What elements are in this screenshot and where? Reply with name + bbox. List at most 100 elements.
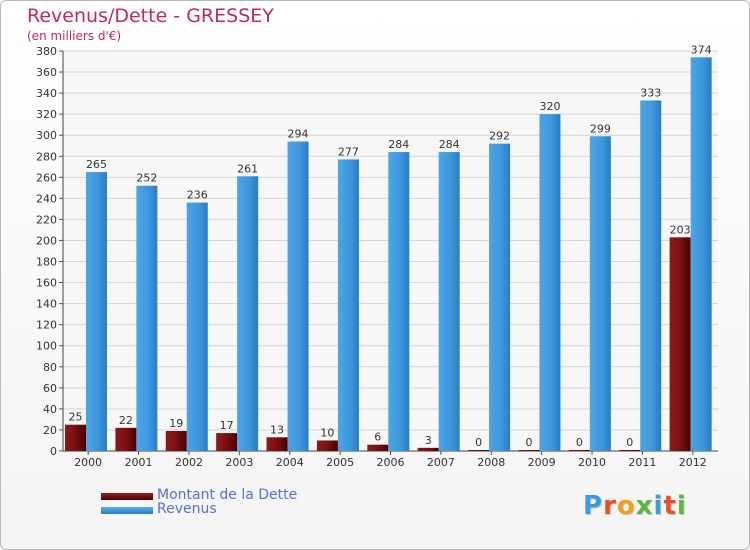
x-tick-label: 2001 (125, 456, 153, 469)
y-tick-label: 340 (36, 87, 57, 100)
bar-revenue (690, 57, 712, 451)
y-tick-label: 100 (36, 340, 57, 353)
x-tick-label: 2011 (628, 456, 656, 469)
data-label-revenue: 374 (691, 43, 712, 56)
bar-revenue (438, 152, 460, 452)
x-tick-label: 2006 (377, 456, 405, 469)
bar-revenue (589, 136, 611, 451)
data-label-debt: 0 (475, 436, 482, 449)
bar-debt (367, 444, 389, 451)
bar-revenue (186, 202, 208, 451)
y-tick-label: 160 (36, 277, 57, 290)
x-tick-label: 2010 (578, 456, 606, 469)
bar-revenue (337, 159, 359, 451)
data-label-debt: 203 (670, 223, 691, 236)
bar-revenue (237, 176, 259, 451)
data-label-revenue: 284 (439, 138, 460, 151)
legend-label-debt: Montant de la Dette (157, 487, 298, 503)
bar-debt (216, 433, 238, 451)
x-tick-label: 2003 (225, 456, 253, 469)
logo-letter: i (676, 491, 687, 521)
x-tick-label: 2004 (276, 456, 304, 469)
x-tick-label: 2005 (326, 456, 354, 469)
x-tick-label: 2002 (175, 456, 203, 469)
chart-subtitle: (en milliers d'€) (27, 29, 122, 43)
x-tick-label: 2009 (528, 456, 556, 469)
bar-revenue (640, 100, 662, 451)
y-tick-label: 380 (36, 45, 57, 58)
x-tick-label: 2012 (679, 456, 707, 469)
bar-debt (115, 427, 137, 451)
y-tick-label: 240 (36, 192, 57, 205)
data-label-debt: 3 (425, 434, 432, 447)
legend-swatch-debt (101, 493, 153, 500)
y-tick-label: 120 (36, 319, 57, 332)
y-tick-label: 260 (36, 171, 57, 184)
bar-debt (65, 424, 86, 451)
bar-debt (165, 431, 187, 451)
logo-letter: r (603, 491, 617, 521)
logo-letter: x (635, 491, 654, 521)
data-label-debt: 6 (374, 431, 381, 444)
y-tick-label: 320 (36, 108, 57, 121)
bar-revenue (539, 114, 561, 451)
logo-letter: t (663, 491, 677, 521)
data-label-revenue: 261 (237, 162, 258, 175)
x-tick-label: 2000 (74, 456, 102, 469)
bar-debt (568, 450, 590, 451)
data-label-debt: 0 (525, 436, 532, 449)
logo-letter: P (583, 491, 604, 521)
legend-swatch-revenue (101, 507, 153, 514)
data-label-revenue: 277 (338, 145, 359, 158)
data-label-revenue: 236 (187, 189, 208, 202)
legend-label-revenue: Revenus (157, 501, 217, 517)
data-label-debt: 19 (169, 417, 183, 430)
data-label-revenue: 320 (539, 100, 560, 113)
bar-revenue (136, 185, 158, 451)
y-tick-label: 280 (36, 150, 57, 163)
data-label-debt: 25 (69, 411, 83, 424)
bar-revenue (86, 172, 107, 452)
bar-debt (619, 450, 641, 451)
data-label-debt: 0 (576, 436, 583, 449)
bar-debt (518, 450, 540, 451)
bar-debt (316, 440, 338, 451)
y-tick-label: 80 (43, 361, 57, 374)
bar-revenue (287, 141, 309, 452)
bar-debt (266, 437, 288, 451)
y-tick-label: 300 (36, 129, 57, 142)
logo-letter: o (616, 491, 636, 521)
chart-title: Revenus/Dette - GRESSEY (27, 5, 274, 27)
data-label-revenue: 333 (640, 86, 661, 99)
y-tick-label: 20 (43, 424, 57, 437)
data-label-revenue: 299 (590, 122, 611, 135)
logo-letter: i (653, 491, 664, 521)
data-label-revenue: 284 (388, 138, 409, 151)
bar-debt (417, 447, 439, 451)
bar-debt (468, 450, 490, 451)
bar-debt (669, 237, 691, 451)
data-label-revenue: 292 (489, 130, 510, 143)
data-label-debt: 0 (626, 436, 633, 449)
data-label-revenue: 294 (288, 128, 309, 141)
bar-revenue (388, 152, 410, 452)
y-tick-label: 220 (36, 213, 57, 226)
y-tick-label: 0 (50, 445, 57, 458)
y-tick-label: 200 (36, 234, 57, 247)
data-label-debt: 17 (220, 419, 234, 432)
bar-revenue (489, 143, 511, 451)
y-tick-label: 140 (36, 298, 57, 311)
y-tick-label: 60 (43, 382, 57, 395)
data-label-debt: 13 (270, 423, 284, 436)
data-label-revenue: 265 (86, 158, 107, 171)
x-tick-label: 2008 (477, 456, 505, 469)
y-tick-label: 40 (43, 403, 57, 416)
data-label-revenue: 252 (136, 172, 157, 185)
x-tick-label: 2007 (427, 456, 455, 469)
data-label-debt: 22 (119, 414, 133, 427)
y-tick-label: 180 (36, 256, 57, 269)
y-tick-label: 360 (36, 66, 57, 79)
data-label-debt: 10 (320, 426, 334, 439)
